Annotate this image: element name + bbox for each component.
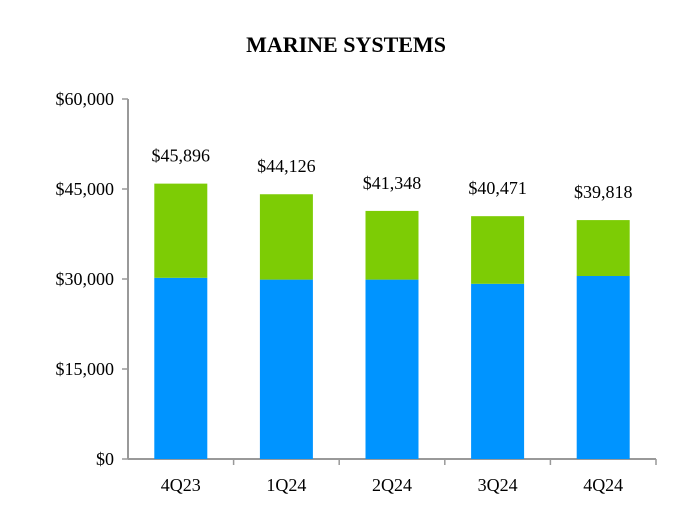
x-tick-label: 4Q23 (161, 475, 201, 495)
bar-segment-blue (576, 276, 630, 459)
bar-segment-blue (259, 279, 313, 459)
x-tick-label: 3Q24 (478, 475, 518, 495)
total-data-label: $41,348 (363, 173, 422, 193)
chart-title: MARINE SYSTEMS (246, 32, 446, 57)
total-data-label: $39,818 (574, 182, 633, 202)
total-data-label: $45,896 (152, 146, 211, 166)
y-tick-label: $60,000 (56, 89, 115, 109)
bar-segment-green (576, 220, 630, 276)
x-tick-label: 2Q24 (372, 475, 412, 495)
bar-segment-blue (471, 283, 525, 459)
total-data-label: $40,471 (468, 178, 527, 198)
bar-segment-blue (154, 277, 208, 459)
x-tick-label: 4Q24 (583, 475, 623, 495)
y-tick-label: $30,000 (56, 269, 115, 289)
x-tick-label: 1Q24 (266, 475, 306, 495)
bar-segment-green (471, 216, 525, 284)
bar-segment-green (259, 194, 313, 280)
total-data-label: $44,126 (257, 156, 316, 176)
bar-segment-green (365, 210, 419, 280)
bar-segment-blue (365, 279, 419, 459)
bar-segment-green (154, 183, 208, 278)
y-tick-label: $15,000 (56, 359, 115, 379)
y-tick-label: $45,000 (56, 179, 115, 199)
y-tick-label: $0 (96, 449, 114, 469)
